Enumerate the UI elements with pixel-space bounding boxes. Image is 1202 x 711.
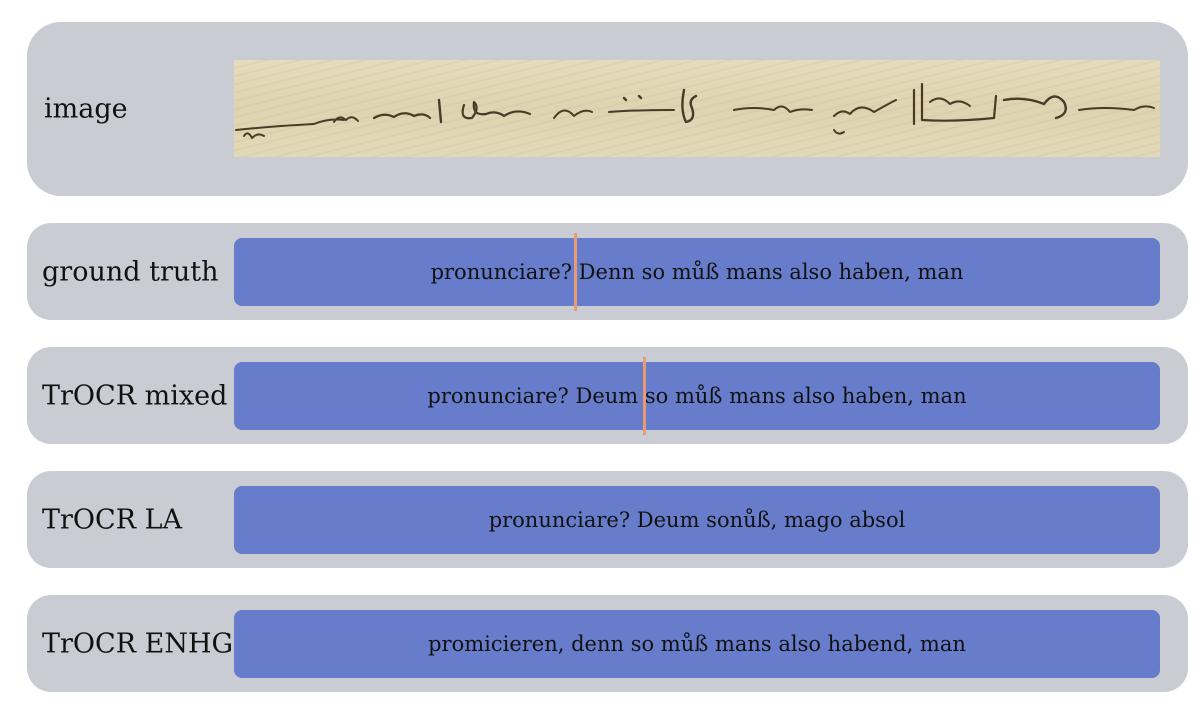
transcription-bar: pronunciare? Deum so můß mans also haben… (234, 357, 1160, 435)
alignment-marker (574, 233, 577, 311)
image-label: image (44, 93, 128, 125)
transcription-text: pronunciare? Denn so můß mans also haben… (430, 260, 964, 284)
transcription-bar: promicieren, denn so můß mans also haben… (234, 610, 1160, 678)
row-label: ground truth (42, 256, 219, 287)
transcription-text: promicieren, denn so můß mans also haben… (428, 632, 966, 656)
transcription-bar: pronunciare? Denn so můß mans also haben… (234, 233, 1160, 311)
row-label: TrOCR mixed (42, 380, 228, 411)
row-trocr-mixed: TrOCR mixed pronunciare? Deum so můß man… (27, 347, 1188, 444)
transcription-bar: pronunciare? Deum sonůß, mago absol (234, 486, 1160, 554)
image-panel: image (27, 22, 1188, 196)
handwriting-strokes (235, 82, 1155, 139)
transcription-text: pronunciare? Deum so můß mans also haben… (427, 384, 967, 408)
manuscript-line-image (234, 60, 1160, 157)
alignment-marker (643, 357, 646, 435)
row-trocr-enhg: TrOCR ENHG promicieren, denn so můß mans… (27, 595, 1188, 692)
row-trocr-la: TrOCR LA pronunciare? Deum sonůß, mago a… (27, 471, 1188, 568)
row-label: TrOCR ENHG (42, 628, 234, 659)
row-ground-truth: ground truth pronunciare? Denn so můß ma… (27, 223, 1188, 320)
transcription-text: pronunciare? Deum sonůß, mago absol (488, 508, 906, 532)
row-label: TrOCR LA (42, 504, 183, 535)
